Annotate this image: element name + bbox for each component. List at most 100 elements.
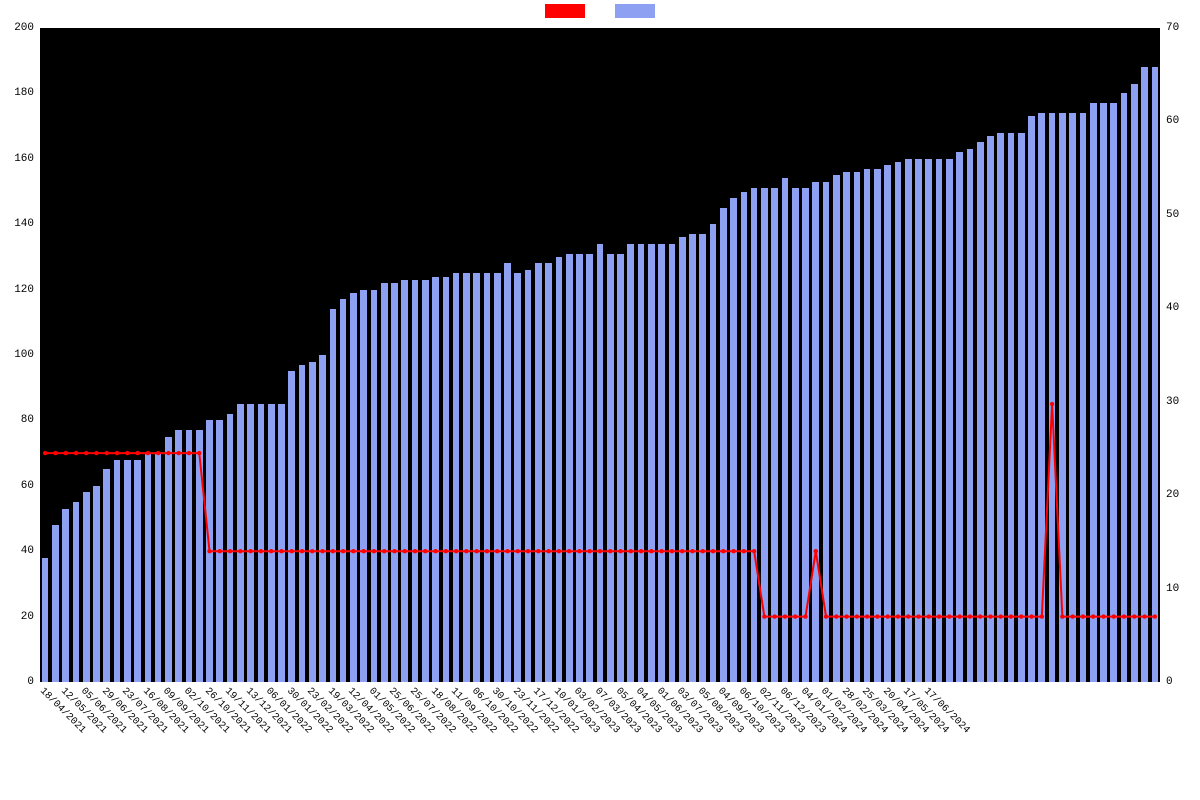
bar [443, 277, 450, 682]
bar [206, 420, 213, 682]
bar [1110, 103, 1117, 682]
y-left-tick-label: 100 [14, 349, 34, 361]
bar [463, 273, 470, 682]
y-left-tick-label: 180 [14, 87, 34, 99]
bar [627, 244, 634, 682]
bar [1121, 93, 1128, 682]
bar [42, 558, 49, 682]
bar [720, 208, 727, 682]
bar [216, 420, 223, 682]
bar [401, 280, 408, 682]
bar [124, 460, 131, 682]
y-right-tick-label: 20 [1166, 489, 1179, 501]
bar [319, 355, 326, 682]
bar [895, 162, 902, 682]
bar [987, 136, 994, 682]
bar [977, 142, 984, 682]
y-left-tick-label: 120 [14, 284, 34, 296]
bar [1038, 113, 1045, 682]
bar [484, 273, 491, 682]
bar [525, 270, 532, 682]
bar [83, 492, 90, 682]
bar [134, 460, 141, 682]
bar [925, 159, 932, 682]
bar [710, 224, 717, 682]
bar [597, 244, 604, 682]
y-right-tick-label: 10 [1166, 583, 1179, 595]
bar [658, 244, 665, 682]
bar [371, 290, 378, 682]
bar [535, 263, 542, 682]
bar [278, 404, 285, 682]
bar [422, 280, 429, 682]
bar [288, 371, 295, 682]
bar [330, 309, 337, 682]
bar [52, 525, 59, 682]
bar [576, 254, 583, 682]
y-left-tick-label: 20 [21, 611, 34, 623]
bar [997, 133, 1004, 682]
bar [1069, 113, 1076, 682]
bar [823, 182, 830, 682]
bar [1141, 67, 1148, 682]
bar [1100, 103, 1107, 682]
y-left-tick-label: 140 [14, 218, 34, 230]
y-right-tick-label: 40 [1166, 302, 1179, 314]
bar [165, 437, 172, 682]
bar [514, 273, 521, 682]
bar [607, 254, 614, 682]
bar [782, 178, 789, 682]
bar [350, 293, 357, 682]
bar [227, 414, 234, 682]
bar [884, 165, 891, 682]
bar [730, 198, 737, 682]
bar [936, 159, 943, 682]
bar [689, 234, 696, 682]
bar [175, 430, 182, 682]
y-right-tick-label: 30 [1166, 396, 1179, 408]
y-left-tick-label: 60 [21, 480, 34, 492]
bar [874, 169, 881, 682]
bar [381, 283, 388, 682]
bar [299, 365, 306, 682]
bar [812, 182, 819, 682]
bar [412, 280, 419, 682]
bar [864, 169, 871, 682]
bar [915, 159, 922, 682]
x-axis: 18/04/202112/05/202105/06/202129/06/2021… [40, 682, 1160, 792]
bar [73, 502, 80, 682]
bar [494, 273, 501, 682]
bar [155, 453, 162, 682]
bar [556, 257, 563, 682]
bar [843, 172, 850, 682]
bar [967, 149, 974, 682]
bar [638, 244, 645, 682]
bar [114, 460, 121, 682]
bar [545, 263, 552, 682]
y-right-tick-label: 60 [1166, 115, 1179, 127]
y-axis-left: 020406080100120140160180200 [0, 28, 38, 682]
y-right-tick-label: 70 [1166, 22, 1179, 34]
y-right-tick-label: 0 [1166, 676, 1173, 688]
y-axis-right: 010203040506070 [1162, 28, 1200, 682]
bar [1080, 113, 1087, 682]
bar [247, 404, 254, 682]
bar [854, 172, 861, 682]
bar [391, 283, 398, 682]
legend-swatch-red [545, 4, 585, 18]
bar [946, 159, 953, 682]
bar [833, 175, 840, 682]
bar [1059, 113, 1066, 682]
y-left-tick-label: 200 [14, 22, 34, 34]
bar [1152, 67, 1159, 682]
bar [669, 244, 676, 682]
y-left-tick-label: 80 [21, 414, 34, 426]
bar [103, 469, 110, 682]
bar [741, 192, 748, 683]
bar [956, 152, 963, 682]
bar [617, 254, 624, 682]
bar [473, 273, 480, 682]
bar [237, 404, 244, 682]
bar [268, 404, 275, 682]
bar [1008, 133, 1015, 682]
